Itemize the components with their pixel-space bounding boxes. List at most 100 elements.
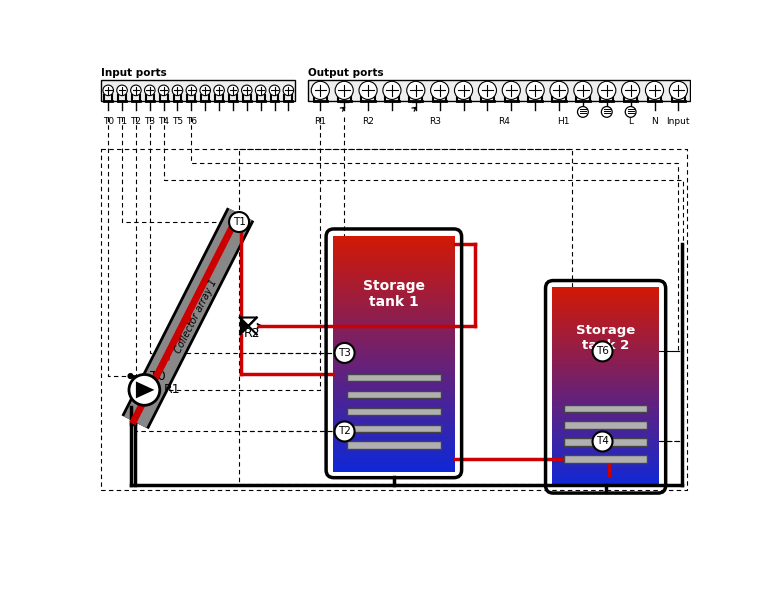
Bar — [333, 265, 454, 268]
Text: R1: R1 — [163, 383, 180, 397]
Bar — [333, 428, 454, 431]
Bar — [333, 256, 454, 259]
Bar — [553, 405, 659, 407]
Bar — [333, 413, 454, 415]
Circle shape — [127, 373, 134, 379]
Bar — [333, 320, 454, 323]
Bar — [553, 371, 659, 373]
Bar — [553, 381, 659, 383]
Circle shape — [550, 81, 568, 99]
Bar — [553, 346, 659, 348]
Text: Input ports: Input ports — [102, 68, 167, 78]
Bar — [333, 376, 454, 379]
Circle shape — [601, 107, 612, 117]
Text: Output ports: Output ports — [308, 68, 384, 78]
Bar — [333, 276, 454, 279]
Bar — [553, 400, 659, 402]
Bar — [553, 353, 659, 356]
Bar — [553, 412, 659, 414]
Text: T0: T0 — [149, 370, 166, 383]
Bar — [333, 445, 454, 448]
Bar — [553, 324, 659, 326]
Bar — [553, 322, 659, 324]
Bar — [553, 422, 659, 425]
Bar — [333, 437, 454, 440]
Bar — [333, 250, 454, 252]
Bar — [553, 328, 659, 331]
Bar — [333, 403, 454, 406]
Bar — [308, 80, 691, 101]
Bar — [553, 291, 659, 294]
Bar — [553, 356, 659, 358]
Bar — [333, 436, 454, 438]
Bar — [553, 298, 659, 300]
Bar — [333, 394, 454, 397]
Bar — [333, 334, 454, 337]
Bar — [553, 433, 659, 435]
Bar — [333, 306, 454, 308]
Bar — [553, 438, 659, 440]
Bar — [553, 447, 659, 450]
Bar — [333, 270, 454, 273]
Bar — [333, 411, 454, 413]
Bar — [553, 415, 659, 417]
Bar — [553, 458, 659, 461]
Bar — [333, 271, 454, 274]
Text: T0: T0 — [102, 117, 114, 126]
Text: H1: H1 — [557, 117, 570, 126]
Bar — [333, 243, 454, 246]
Bar — [346, 374, 440, 382]
Bar — [333, 295, 454, 298]
Bar — [553, 377, 659, 380]
Bar — [333, 406, 454, 409]
Bar — [333, 292, 454, 295]
Bar — [553, 417, 659, 419]
Bar — [553, 444, 659, 447]
Bar — [333, 459, 454, 462]
Circle shape — [645, 81, 664, 99]
Bar — [333, 356, 454, 359]
Bar — [553, 416, 659, 418]
Circle shape — [478, 81, 497, 99]
Bar — [333, 314, 454, 316]
Bar — [333, 362, 454, 365]
Bar — [553, 369, 659, 372]
Bar — [333, 248, 454, 251]
Bar — [553, 429, 659, 431]
Text: T6: T6 — [186, 117, 197, 126]
Bar — [333, 289, 454, 292]
Bar — [333, 465, 454, 468]
Bar — [333, 420, 454, 423]
Bar — [333, 235, 454, 238]
Bar — [333, 350, 454, 353]
Bar — [333, 401, 454, 404]
Bar — [553, 311, 659, 313]
Bar — [333, 364, 454, 367]
Bar — [333, 298, 454, 301]
Bar — [333, 262, 454, 265]
Bar — [553, 386, 659, 389]
Bar — [333, 431, 454, 434]
Bar — [553, 441, 659, 443]
Circle shape — [172, 85, 182, 96]
Bar — [553, 449, 659, 451]
Bar — [553, 343, 659, 345]
Bar — [333, 453, 454, 456]
Circle shape — [430, 81, 449, 99]
Text: R4: R4 — [498, 117, 510, 126]
Bar — [553, 316, 659, 319]
Bar — [333, 408, 454, 410]
Circle shape — [598, 81, 616, 99]
Bar — [553, 393, 659, 395]
Bar — [333, 332, 454, 335]
Bar — [333, 419, 454, 422]
Bar — [553, 332, 659, 335]
Bar — [333, 340, 454, 343]
Bar — [553, 482, 659, 484]
Bar — [333, 259, 454, 262]
Bar — [333, 439, 454, 441]
Bar — [333, 278, 454, 280]
Bar — [553, 373, 659, 376]
Bar — [553, 396, 659, 398]
Bar — [553, 334, 659, 336]
